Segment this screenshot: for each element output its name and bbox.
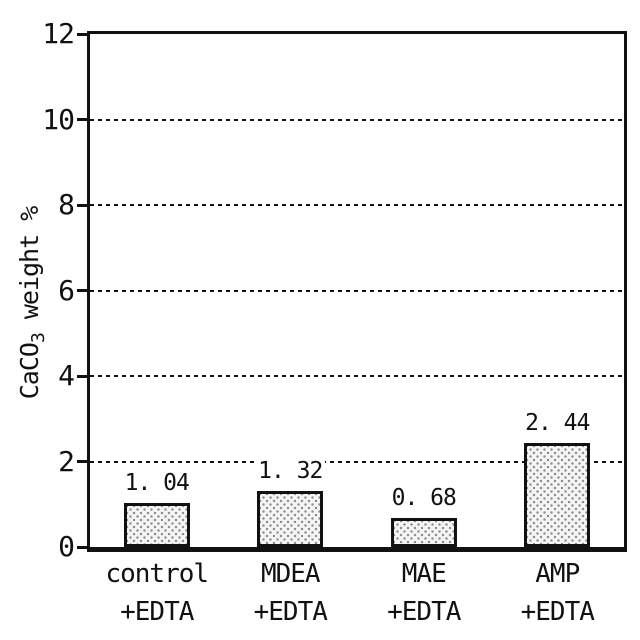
category-label-line2: +EDTA	[387, 597, 461, 627]
y-tick-label: 10	[42, 102, 75, 136]
y-tick-mark	[77, 545, 90, 549]
bar-mae	[390, 517, 457, 547]
bar-value-text: 1. 32	[255, 457, 326, 484]
y-tick-label: 0	[58, 530, 75, 563]
gridline-y4	[90, 375, 624, 377]
gridline-y8	[90, 204, 624, 206]
category-label-line2: +EDTA	[520, 597, 595, 627]
bar-value-label: 1. 04	[87, 469, 227, 497]
y-tick-mark	[77, 289, 90, 292]
y-tick-label: 6	[58, 273, 75, 307]
y-tick-label: 8	[58, 188, 75, 221]
bar-mdea	[257, 490, 324, 547]
category-label-line2: +EDTA	[253, 597, 328, 627]
y-tick-mark	[77, 32, 90, 36]
gridline-y10	[90, 118, 624, 121]
category-label-line1: MAE	[401, 559, 447, 589]
y-tick-label: 4	[58, 359, 75, 392]
y-tick-mark	[77, 460, 90, 463]
y-tick-label: 2	[58, 444, 75, 478]
category-label-line2: +EDTA	[120, 597, 194, 627]
y-axis-title-subscript: 3	[28, 333, 49, 344]
y-tick-mark	[77, 203, 90, 207]
bar-value-label: 0. 68	[354, 484, 494, 512]
bar-amp	[524, 442, 591, 547]
bar-value-text: 2. 44	[522, 409, 593, 436]
gridline-y2	[90, 460, 624, 463]
y-tick-mark	[77, 374, 90, 378]
y-tick-label: 12	[42, 17, 75, 50]
y-tick-mark	[77, 118, 90, 121]
category-label-line1: control	[105, 559, 209, 589]
category-label-line1: MDEA	[260, 559, 321, 589]
y-axis-title-suffix: weight %	[15, 206, 44, 334]
bar-value-label: 2. 44	[487, 409, 627, 437]
bar-control	[123, 502, 190, 547]
bar-value-label: 1. 32	[220, 457, 360, 485]
category-label-line1: AMP	[535, 559, 580, 589]
gridline-y6	[90, 289, 624, 292]
bar-value-text: 0. 68	[388, 484, 459, 511]
bar-value-text: 1. 04	[121, 469, 192, 496]
